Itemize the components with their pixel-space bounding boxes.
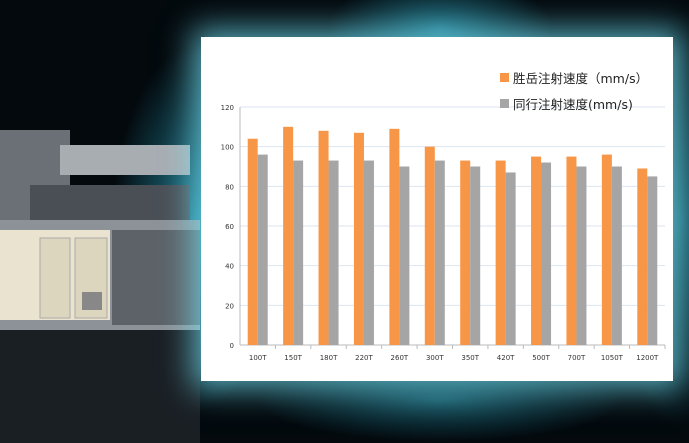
- bar-shengyue-420T: [495, 160, 506, 345]
- bar-shengyue-500T: [531, 156, 542, 345]
- x-tick-label: 220T: [355, 354, 373, 362]
- bar-shengyue-300T: [424, 146, 435, 345]
- bar-competitor-700T: [576, 166, 587, 345]
- chart-panel: 0 20 40 60 80 100 120 100T 150T 180T 220T 260T 300T 3…: [201, 37, 673, 381]
- bar-competitor-100T: [257, 154, 268, 345]
- x-tick-label: 260T: [391, 354, 409, 362]
- y-tick-label: 80: [225, 183, 234, 191]
- y-tick-label: 40: [225, 263, 234, 271]
- legend-label: 胜岳注射速度（mm/s）: [513, 71, 648, 86]
- bar-competitor-260T: [399, 166, 410, 345]
- bar-competitor-420T: [505, 172, 516, 345]
- legend-swatch: [500, 99, 509, 108]
- x-tick-label: 500T: [532, 354, 550, 362]
- bar-competitor-1050T: [611, 166, 622, 345]
- bar-competitor-300T: [434, 160, 445, 345]
- y-tick-label: 60: [225, 223, 234, 231]
- x-tick-label: 700T: [568, 354, 586, 362]
- bar-shengyue-180T: [318, 130, 329, 345]
- bar-competitor-500T: [541, 162, 552, 345]
- y-tick-label: 100: [221, 144, 234, 152]
- bar-shengyue-150T: [283, 126, 294, 345]
- bar-shengyue-1200T: [637, 168, 648, 345]
- bar-shengyue-220T: [353, 132, 364, 345]
- legend-label: 同行注射速度(mm/s): [513, 97, 633, 112]
- x-tick-label: 1050T: [601, 354, 624, 362]
- y-tick-label: 0: [230, 342, 234, 350]
- bar-shengyue-260T: [389, 128, 400, 345]
- x-tick-label: 180T: [320, 354, 338, 362]
- legend-swatch: [500, 73, 509, 82]
- y-tick-label: 120: [221, 104, 234, 112]
- bar-competitor-180T: [328, 160, 339, 345]
- y-tick-label: 20: [225, 302, 234, 310]
- bar-competitor-220T: [363, 160, 374, 345]
- bar-shengyue-100T: [247, 138, 258, 345]
- bar-shengyue-700T: [566, 156, 577, 345]
- x-tick-label: 100T: [249, 354, 267, 362]
- bar-shengyue-1050T: [601, 154, 612, 345]
- bar-shengyue-350T: [460, 160, 471, 345]
- bar-competitor-350T: [470, 166, 481, 345]
- injection-machine-image: [0, 130, 200, 443]
- bar-competitor-150T: [293, 160, 304, 345]
- x-tick-label: 420T: [497, 354, 515, 362]
- x-tick-label: 300T: [426, 354, 444, 362]
- x-tick-label: 1200T: [636, 354, 659, 362]
- bar-chart: 0 20 40 60 80 100 120 100T 150T 180T 220T 260T 300T 3…: [221, 71, 666, 362]
- x-tick-label: 150T: [284, 354, 302, 362]
- bar-competitor-1200T: [647, 176, 658, 345]
- x-tick-label: 350T: [461, 354, 479, 362]
